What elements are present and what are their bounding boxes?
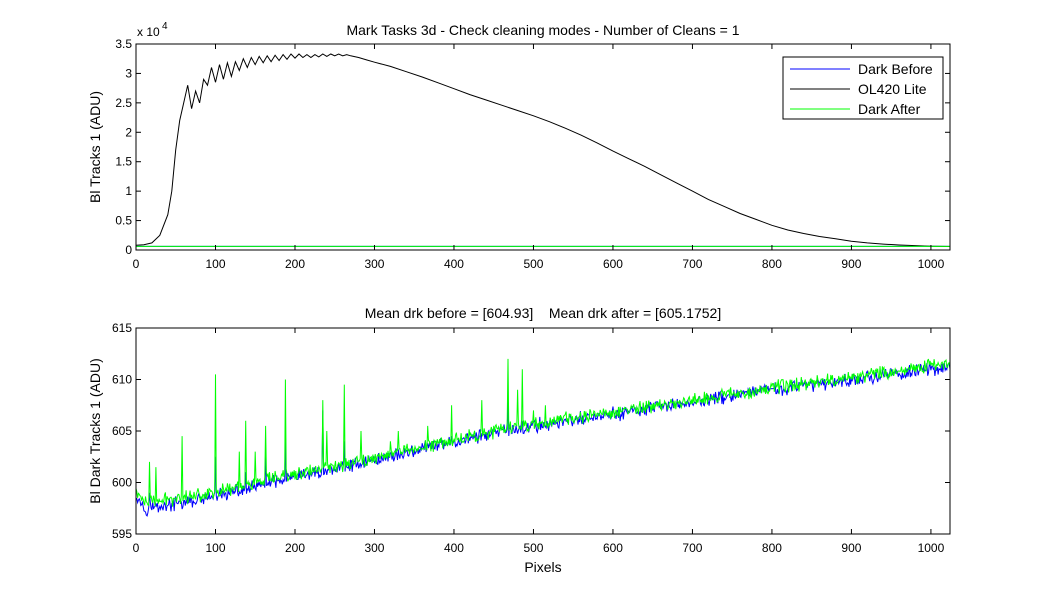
x-tick-label: 300 <box>364 257 384 271</box>
top-y-axis-label: Bl Tracks 1 (ADU) <box>87 91 103 203</box>
x-tick-label: 500 <box>523 257 543 271</box>
y-tick-label: 3.5 <box>115 37 132 51</box>
top-plot-frame <box>135 43 951 251</box>
y-tick-label: 2 <box>125 125 132 139</box>
x-tick-label: 500 <box>523 541 543 555</box>
bottom-plot-frame <box>135 327 951 535</box>
x-tick-label: 400 <box>444 257 464 271</box>
top-chart-title: Mark Tasks 3d - Check cleaning modes - N… <box>346 22 739 38</box>
x-tick-label: 400 <box>444 541 464 555</box>
y-tick-label: 2.5 <box>115 96 132 110</box>
x-tick-label: 600 <box>603 257 623 271</box>
y-tick-label: 605 <box>112 424 132 438</box>
x-tick-label: 200 <box>285 257 305 271</box>
y-tick-label: 1.5 <box>115 155 132 169</box>
y-tick-label: 1 <box>125 184 132 198</box>
x-tick-label: 800 <box>762 541 782 555</box>
bottom-y-axis-label: Bl Dark Tracks 1 (ADU) <box>87 358 103 503</box>
y-tick-label: 0 <box>125 243 132 257</box>
x-tick-label: 900 <box>841 541 861 555</box>
y-tick-label: 595 <box>112 527 132 541</box>
x-tick-label: 700 <box>682 541 702 555</box>
bottom-chart: Mean drk before = [604.93] Mean drk afte… <box>87 305 951 575</box>
y-tick-label: 610 <box>112 373 132 387</box>
y-tick-label: 3 <box>125 66 132 80</box>
legend-entry: Dark After <box>858 101 921 117</box>
x-tick-label: 0 <box>133 257 140 271</box>
x-tick-label: 100 <box>205 257 225 271</box>
x-tick-label: 1000 <box>918 541 945 555</box>
x-tick-label: 600 <box>603 541 623 555</box>
x-tick-label: 200 <box>285 541 305 555</box>
y-exponent-label: x 10 4 <box>137 21 168 39</box>
legend: Dark Before OL420 Lite Dark After <box>782 56 944 120</box>
x-tick-label: 700 <box>682 257 702 271</box>
series-line-dark-after <box>135 358 951 507</box>
legend-entry: OL420 Lite <box>858 81 927 97</box>
x-tick-label: 0 <box>133 541 140 555</box>
series-line-dark-before <box>135 362 951 517</box>
x-tick-label: 800 <box>762 257 782 271</box>
x-tick-label: 300 <box>364 541 384 555</box>
bottom-x-axis-label: Pixels <box>524 559 561 575</box>
series-line-ol420-lite <box>135 53 951 247</box>
x-tick-label: 100 <box>205 541 225 555</box>
y-tick-label: 0.5 <box>115 214 132 228</box>
y-exponent-power: 4 <box>162 21 168 32</box>
legend-entry: Dark Before <box>858 61 933 77</box>
top-chart: Mark Tasks 3d - Check cleaning modes - N… <box>87 21 951 271</box>
y-tick-label: 600 <box>112 476 132 490</box>
bottom-chart-title: Mean drk before = [604.93] Mean drk afte… <box>365 305 721 321</box>
y-tick-label: 615 <box>112 321 132 335</box>
y-exponent-base: x 10 <box>137 25 160 39</box>
x-tick-label: 1000 <box>918 257 945 271</box>
x-tick-label: 900 <box>841 257 861 271</box>
